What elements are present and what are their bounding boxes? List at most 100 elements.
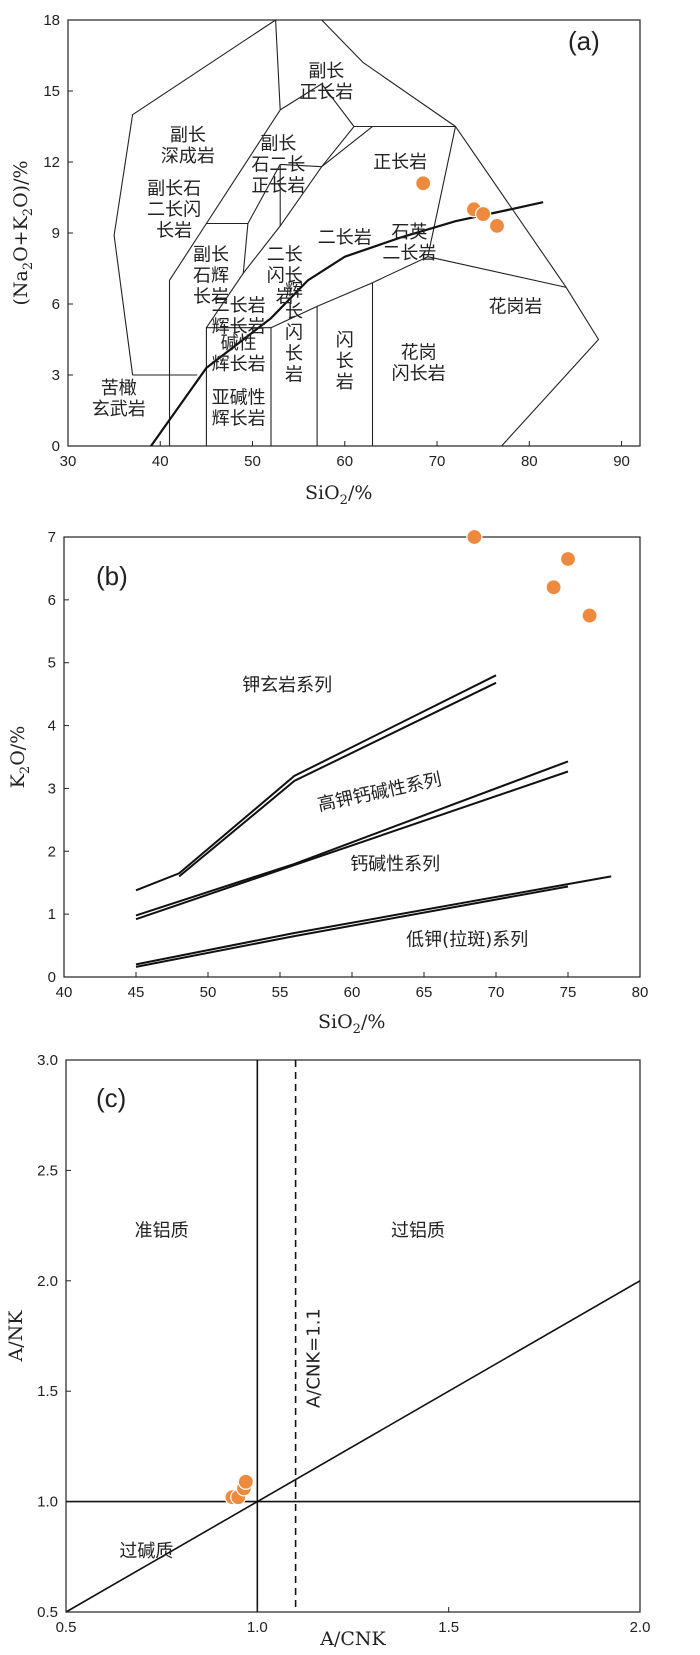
panel-a-region-label: 二长闪长岩: [267, 245, 303, 308]
panel-a-alkaline-subalkaline-curve: [150, 201, 544, 447]
panel-b-x-tick-label: 75: [560, 984, 577, 1001]
panel-c-y-tick-label: 0.5: [37, 1604, 58, 1621]
panel-b-y-tick-label: 0: [48, 969, 56, 986]
panel-c-x-tick-label: 0.5: [56, 1619, 77, 1636]
panel-b-x-tick-label: 45: [128, 984, 145, 1001]
panel-a-region-label: 副长石二长闪长岩: [147, 178, 201, 241]
panel-a-label: (a): [568, 26, 600, 56]
panel-a-field-boundary: [279, 83, 355, 168]
panel-a-y-tick-label: 6: [52, 296, 60, 313]
panel-b-series-label: 钙碱性系列: [350, 854, 440, 875]
panel-a-sample-point: [475, 205, 492, 223]
panel-c-y-tick-label: 1.5: [37, 1383, 58, 1400]
panel-b-series-label: 低钾(拉斑)系列: [406, 930, 528, 951]
panel-b-series-label: 钾玄岩系列: [242, 675, 332, 696]
panel-c-region-label: 过铝质: [391, 1221, 445, 1242]
panel-a-data-points: [415, 175, 506, 234]
panel-c-x-ticks: 0.5 1.0 1.5 2.0: [56, 1607, 651, 1636]
panel-b-sample-point: [466, 528, 483, 546]
panel-a-alkaline-boundary-curve: [150, 201, 544, 447]
panel-a-field-boundary: [205, 327, 272, 446]
panel-c-y-tick-label: 2.0: [37, 1273, 58, 1290]
panel-a-x-tick-label: 60: [336, 453, 353, 470]
panel-b-y-tick-label: 3: [48, 780, 56, 797]
panel-a-region-label: 石英二长岩: [382, 222, 436, 264]
panel-a-region-label: 副长正长岩: [299, 61, 353, 103]
panel-b-series-boundary-line: [135, 674, 497, 892]
panel-c-region-label: 准铝质: [135, 1221, 189, 1242]
panel-a-classification-fields: [113, 19, 600, 447]
panel-b-x-tick-label: 60: [344, 984, 361, 1001]
panel-a-region-label: 副长深成岩: [161, 125, 215, 167]
panel-b-series-label: 高钾钙碱性系列: [316, 769, 444, 816]
panel-b-y-axis-label: K2O/%: [7, 726, 33, 789]
panel-a-x-tick-label: 40: [152, 453, 169, 470]
panel-b-series-boundaries: [135, 674, 612, 968]
panel-a-x-tick-label: 50: [244, 453, 261, 470]
panel-c-sample-point: [237, 1473, 254, 1490]
panel-a-y-tick-label: 18: [43, 12, 60, 29]
panel-c-y-ticks: 0.5 1.0 1.5 2.0 2.5 3.0: [37, 1052, 71, 1621]
panel-c-data-points: [224, 1473, 254, 1506]
panel-b-series-boundary-line: [178, 681, 497, 878]
panel-a-region-label: 碱性辉长岩: [212, 333, 266, 375]
panel-a-region-label: 花岗岩: [488, 296, 542, 317]
panel-c-diagonal-line: [65, 1280, 641, 1613]
panel-a-sample-point: [415, 175, 432, 192]
panel-a-region-label: 正长岩: [373, 152, 427, 173]
panel-a-x-tick-label: 30: [60, 453, 77, 470]
panel-a-y-tick-label: 12: [43, 154, 60, 171]
panel-a-region-label: 闪长岩: [336, 330, 354, 393]
panel-a-field-boundary: [168, 19, 281, 446]
panel-b-x-tick-label: 80: [632, 984, 649, 1001]
panel-a-field-boundary: [113, 19, 600, 447]
panel-a-x-tick-label: 80: [521, 453, 538, 470]
panel-a-region-label: 辉长闪长岩: [285, 280, 303, 385]
panel-b-label: (b): [96, 561, 128, 591]
panel-a-y-axis-label: (Na2O+K2O)/%: [10, 160, 36, 305]
panel-b-y-tick-label: 5: [48, 655, 56, 672]
panel-b-x-tick-label: 40: [56, 984, 73, 1001]
panel-a-x-axis-label: SiO2/%: [305, 482, 372, 508]
panel-a-x-tick-label: 90: [613, 453, 630, 470]
panel-a-region-label: 副长石辉长岩: [193, 245, 229, 308]
panel-c-y-tick-label: 3.0: [37, 1052, 58, 1069]
panel-a-y-tick-label: 0: [52, 438, 60, 455]
panel-a-x-tick-label: 70: [429, 453, 446, 470]
panel-c-reference-lines: [65, 1060, 641, 1613]
panel-a-region-label: 二长岩辉长岩: [212, 295, 266, 337]
panel-b-series-boundary-line: [135, 760, 569, 917]
panel-c-x-tick-label: 1.5: [438, 1619, 459, 1636]
panel-b-x-axis-label: SiO2/%: [318, 1011, 385, 1037]
panel-a-y-tick-label: 15: [43, 83, 60, 100]
panel-b-x-tick-label: 55: [272, 984, 289, 1001]
panel-b-y-ticks: 0 1 2 3 4 5 6 7: [48, 529, 69, 986]
panel-b-x-tick-label: 50: [200, 984, 217, 1001]
panel-b-series-boundary-line: [135, 885, 569, 968]
panel-c-x-axis-label: A/CNK: [319, 1628, 386, 1650]
panel-c-x-tick-label: 2.0: [630, 1619, 651, 1636]
panel-a-region-label: 二长岩: [318, 228, 372, 249]
panel-c-y-axis-label: A/NK: [5, 1310, 27, 1363]
panel-a-region-label: 花岗闪长岩: [392, 343, 446, 385]
panel-b-x-ticks: 40 45 50 55 60 65 70 75 80: [56, 972, 649, 1001]
panel-c-x-tick-label: 1.0: [247, 1619, 268, 1636]
panel-b-sample-point: [559, 550, 577, 568]
panel-a-x-ticks: 30 40 50 60 70 80 90: [60, 441, 630, 470]
panel-b-y-tick-label: 6: [48, 592, 56, 609]
panel-b-x-tick-label: 70: [488, 984, 505, 1001]
panel-a-y-tick-label: 9: [52, 225, 60, 242]
panel-c-y-tick-label: 1.0: [37, 1494, 58, 1511]
panel-b-y-tick-label: 7: [48, 529, 56, 546]
panel-b-x-tick-label: 65: [416, 984, 433, 1001]
panel-c-label: (c): [96, 1083, 126, 1113]
panel-a-y-tick-label: 3: [52, 367, 60, 384]
panel-c-region-label: 过碱质: [119, 1541, 173, 1562]
panel-b-data-points: [466, 528, 598, 624]
